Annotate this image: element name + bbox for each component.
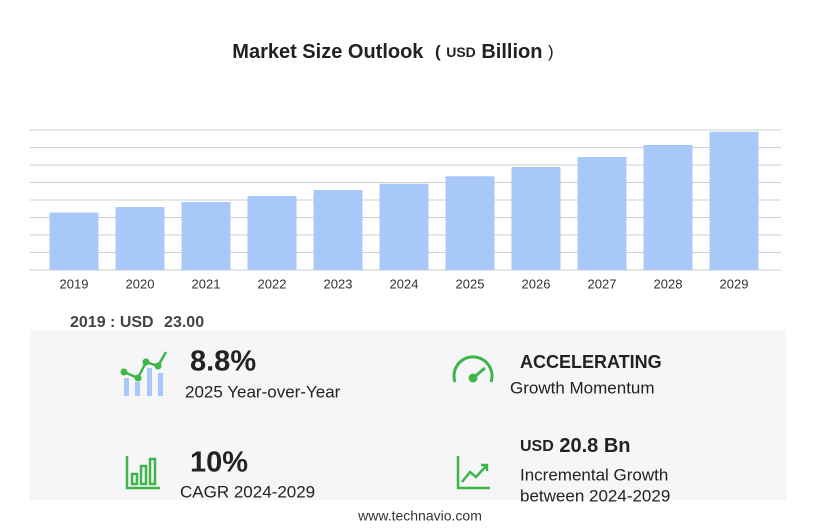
- unit-currency: USD: [446, 44, 476, 60]
- bar: [643, 145, 693, 270]
- momentum-icon: [452, 355, 494, 383]
- incremental-value: USD 20.8 Bn: [520, 435, 631, 457]
- incremental-amount: 20.8 Bn: [559, 435, 630, 457]
- cagr-value: 10%: [190, 447, 248, 479]
- x-tick-label: 2022: [258, 276, 287, 291]
- base-value: 23.00: [164, 314, 204, 331]
- summary-panel: [30, 330, 786, 500]
- bar: [115, 207, 165, 270]
- unit-name: Billion: [481, 41, 542, 63]
- cagr-label: CAGR 2024-2029: [180, 482, 315, 501]
- x-tick-label: 2025: [456, 276, 485, 291]
- x-tick-label: 2021: [192, 276, 221, 291]
- x-tick-label: 2029: [720, 276, 749, 291]
- x-tick-label: 2020: [126, 276, 155, 291]
- bar: [511, 167, 561, 270]
- bar: [181, 202, 231, 270]
- x-tick-label: 2023: [324, 276, 353, 291]
- yoy-value: 8.8%: [190, 346, 256, 378]
- x-tick-label: 2026: [522, 276, 551, 291]
- bar: [577, 157, 627, 270]
- incremental-icon: [456, 456, 490, 490]
- incremental-label: Incremental Growth: [520, 465, 668, 484]
- bar: [49, 212, 99, 270]
- bar: [445, 176, 495, 270]
- base-year: 2019 : USD 23.00: [70, 314, 204, 331]
- yoy-label: 2025 Year-over-Year: [185, 382, 341, 401]
- unit-close: ): [548, 42, 554, 61]
- chart-title: Market Size Outlook ( USD Billion ): [232, 41, 553, 63]
- title: Market Size Outlook: [232, 41, 424, 63]
- x-tick-label: 2028: [654, 276, 683, 291]
- bar: [313, 190, 363, 270]
- unit-open: (: [435, 42, 441, 61]
- cagr-icon: [125, 456, 160, 490]
- x-tick-label: 2024: [390, 276, 419, 291]
- incremental-label-2: between 2024-2029: [520, 486, 670, 505]
- bar: [709, 131, 759, 270]
- bar: [247, 196, 297, 270]
- bar: [379, 183, 429, 270]
- momentum-value: ACCELERATING: [520, 352, 662, 372]
- incremental-currency: USD: [520, 438, 554, 455]
- x-tick-label: 2027: [588, 276, 617, 291]
- plot: 2019 2020 2021 2022 2023 2024 2025 2026 2027 2028…: [30, 129, 781, 291]
- yoy-icon: [120, 351, 168, 396]
- base-label: 2019 : USD: [70, 314, 154, 331]
- source: www.technavio.com: [357, 508, 482, 524]
- x-tick-label: 2019: [60, 276, 89, 291]
- momentum-label: Growth Momentum: [510, 378, 655, 397]
